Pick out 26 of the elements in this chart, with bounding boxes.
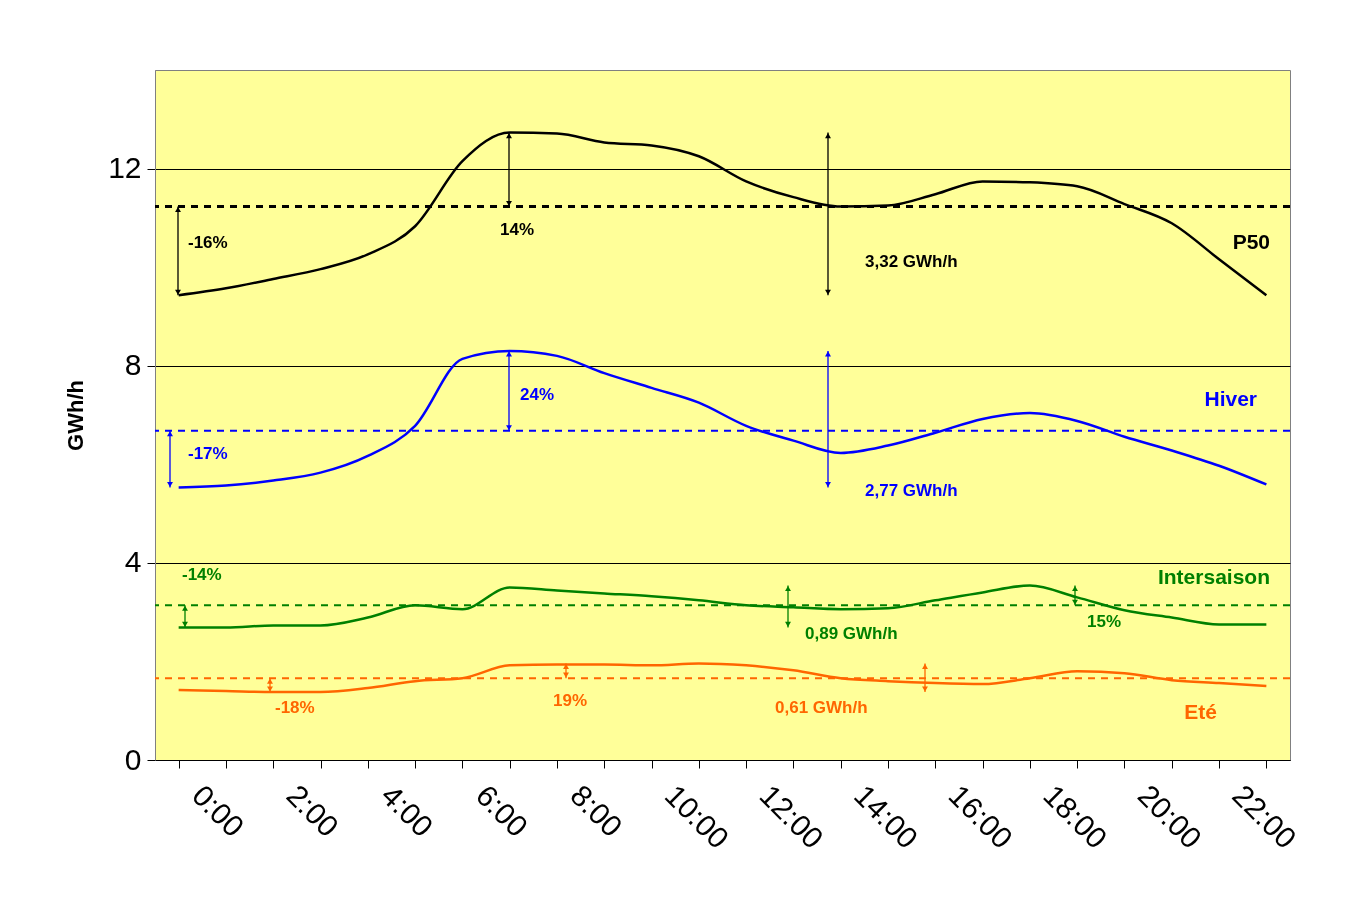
annotation: -17% bbox=[188, 444, 228, 464]
y-tick-label: 0 bbox=[124, 742, 142, 776]
annotation: 14% bbox=[500, 220, 535, 240]
x-tick-label: 0:00 bbox=[185, 778, 251, 843]
series-label: Eté bbox=[1184, 700, 1217, 724]
x-tick-label: 8:00 bbox=[564, 778, 629, 843]
x-tick-label: 2:00 bbox=[280, 778, 346, 843]
x-tick-label: 6:00 bbox=[469, 778, 535, 843]
series-label: P50 bbox=[1232, 229, 1270, 253]
annotation: -14% bbox=[182, 565, 222, 585]
annotation: 15% bbox=[1087, 612, 1122, 631]
y-tick-label: 4 bbox=[124, 545, 142, 579]
y-axis-title: GWh/h bbox=[63, 380, 89, 451]
annotation: 0,61 GWh/h bbox=[775, 698, 868, 718]
annotation: 24% bbox=[520, 385, 555, 405]
series-label: Intersaison bbox=[1157, 564, 1270, 588]
annotation: 19% bbox=[553, 690, 588, 710]
annotation: -18% bbox=[275, 698, 315, 718]
annotation: 0,89 GWh/h bbox=[805, 624, 898, 644]
y-tick-label: 12 bbox=[108, 151, 142, 185]
annotation: 2,77 GWh/h bbox=[865, 481, 958, 501]
annotation: -16% bbox=[188, 232, 228, 252]
x-tick-label: 4:00 bbox=[375, 778, 440, 843]
y-tick-label: 8 bbox=[124, 348, 142, 382]
annotation: 3,32 GWh/h bbox=[865, 252, 958, 272]
text: Hiver bbox=[1204, 387, 1257, 411]
